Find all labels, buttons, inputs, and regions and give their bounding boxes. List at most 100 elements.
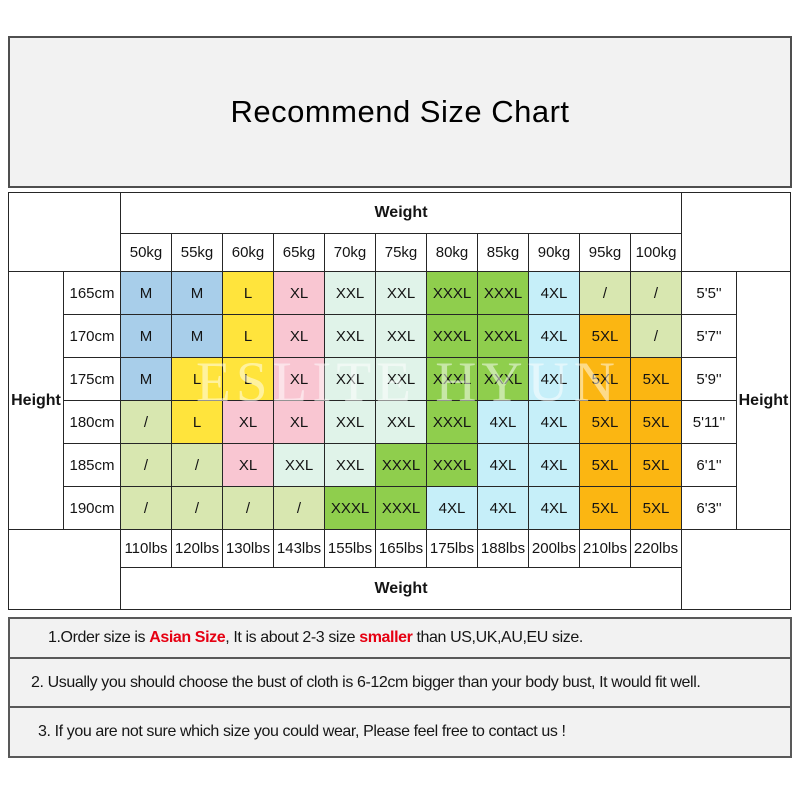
note-text: than US,UK,AU,EU size. [412, 629, 584, 646]
lbs-header-cell: 120lbs [171, 529, 223, 568]
corner-top-left [8, 192, 121, 272]
size-cell: L [222, 271, 274, 315]
size-cell: 5XL [579, 486, 631, 530]
size-cell: 4XL [477, 400, 529, 444]
size-cell: 4XL [477, 486, 529, 530]
height-cm-cell: 165cm [63, 271, 121, 315]
height-ft-cell: 5'9'' [681, 357, 737, 401]
size-cell: 4XL [528, 271, 580, 315]
size-cell: XXL [324, 443, 376, 487]
height-ft-cell: 6'1'' [681, 443, 737, 487]
note-highlight: Asian Size [149, 629, 226, 646]
weight-footer-row: Weight [9, 567, 791, 610]
size-cell: M [120, 314, 172, 358]
size-row: 175cm M L L XL XXL XXL XXXL XXXL 4XL 5XL 5XL 5'9'' [9, 357, 791, 401]
corner-top-right [681, 192, 791, 272]
size-cell: 5XL [579, 314, 631, 358]
note-highlight: smaller [359, 629, 413, 646]
size-cell: 5XL [630, 486, 682, 530]
height-cm-cell: 175cm [63, 357, 121, 401]
kg-header-cell: 95kg [579, 233, 631, 272]
height-label-right: Height [736, 271, 791, 530]
size-cell: / [579, 271, 631, 315]
size-cell: M [171, 314, 223, 358]
size-cell: XL [273, 314, 325, 358]
kg-header-cell: 85kg [477, 233, 529, 272]
size-cell: XXXL [477, 314, 529, 358]
size-cell: XXXL [477, 271, 529, 315]
size-cell: 5XL [630, 443, 682, 487]
size-cell: XL [222, 400, 274, 444]
size-cell: XXL [375, 314, 427, 358]
size-cell: XXXL [324, 486, 376, 530]
height-ft-cell: 6'3'' [681, 486, 737, 530]
size-cell: XXXL [477, 357, 529, 401]
size-cell: XXXL [426, 357, 478, 401]
height-cm-cell: 170cm [63, 314, 121, 358]
size-chart-table: Weight 50kg 55kg 60kg 65kg 70kg 75kg 80kg 85kg 90… [8, 192, 791, 610]
size-cell: / [273, 486, 325, 530]
kg-header-cell: 70kg [324, 233, 376, 272]
kg-header-row: 50kg 55kg 60kg 65kg 70kg 75kg 80kg 85kg 90kg 95kg… [9, 233, 791, 272]
height-ft-cell: 5'5'' [681, 271, 737, 315]
note-row: 1.Order size is Asian Size, It is about … [8, 617, 792, 659]
notes: 1.Order size is Asian Size, It is about … [8, 617, 792, 758]
size-row: 180cm / L XL XL XXL XXL XXXL 4XL 4XL 5XL 5XL 5'11'' [9, 400, 791, 444]
lbs-header-cell: 155lbs [324, 529, 376, 568]
size-cell: 4XL [528, 486, 580, 530]
kg-header-cell: 100kg [630, 233, 682, 272]
size-cell: 4XL [477, 443, 529, 487]
lbs-header-cell: 110lbs [120, 529, 172, 568]
size-cell: 5XL [579, 357, 631, 401]
weight-header-row: Weight [8, 192, 791, 272]
size-cell: XXL [273, 443, 325, 487]
note-text: 3. If you are not sure which size you co… [38, 723, 566, 740]
size-cell: 5XL [630, 357, 682, 401]
lbs-header-cell: 175lbs [426, 529, 478, 568]
size-cell: 4XL [528, 400, 580, 444]
size-cell: M [120, 357, 172, 401]
size-cell: XXL [324, 357, 376, 401]
size-cell: / [222, 486, 274, 530]
table-area: Weight 50kg 55kg 60kg 65kg 70kg 75kg 80kg 85kg 90… [8, 192, 791, 610]
note-text: , It is about 2-3 size [225, 629, 360, 646]
size-cell: L [171, 400, 223, 444]
size-cell: XXL [375, 400, 427, 444]
lbs-header-cell: 210lbs [579, 529, 631, 568]
size-cell: 5XL [579, 443, 631, 487]
size-row: 185cm / / XL XXL XXL XXXL XXXL 4XL 4XL 5XL 5XL 6'1'' [9, 443, 791, 487]
size-cell: L [171, 357, 223, 401]
size-cell: XXXL [426, 443, 478, 487]
lbs-header-cell: 200lbs [528, 529, 580, 568]
size-cell: XXL [324, 400, 376, 444]
note-text: 1.Order size is [48, 629, 150, 646]
size-cell: XXL [324, 314, 376, 358]
size-cell: L [222, 357, 274, 401]
size-cell: / [120, 400, 172, 444]
corner-bottom-right [681, 529, 791, 610]
kg-header-cell: 80kg [426, 233, 478, 272]
size-row: 170cm M M L XL XXL XXL XXXL XXXL 4XL 5XL/5'7'' [9, 314, 791, 358]
size-cell: XL [273, 271, 325, 315]
size-cell: / [120, 486, 172, 530]
size-cell: XL [273, 357, 325, 401]
note-row: 2. Usually you should choose the bust of… [8, 657, 792, 708]
size-cell: L [222, 314, 274, 358]
size-cell: 4XL [528, 443, 580, 487]
size-cell: XL [222, 443, 274, 487]
weight-header-bottom: Weight [120, 567, 682, 610]
note-row: 3. If you are not sure which size you co… [8, 706, 792, 758]
title-box: Recommend Size Chart [8, 36, 792, 188]
size-cell: 4XL [528, 314, 580, 358]
size-cell: / [630, 271, 682, 315]
size-cell: M [120, 271, 172, 315]
weight-header-top: Weight [120, 192, 682, 234]
size-cell: / [171, 486, 223, 530]
size-row: Height 165cm M M L XL XXL XXL XXXL XXXL 4XL //5'5''… [8, 271, 791, 530]
lbs-header-cell: 188lbs [477, 529, 529, 568]
size-cell: / [120, 443, 172, 487]
size-cell: 5XL [630, 400, 682, 444]
size-cell: 4XL [426, 486, 478, 530]
lbs-header-row: 110lbs 120lbs 130lbs 143lbs 155lbs 165lbs 175l… [8, 529, 791, 610]
size-cell: XXXL [426, 314, 478, 358]
